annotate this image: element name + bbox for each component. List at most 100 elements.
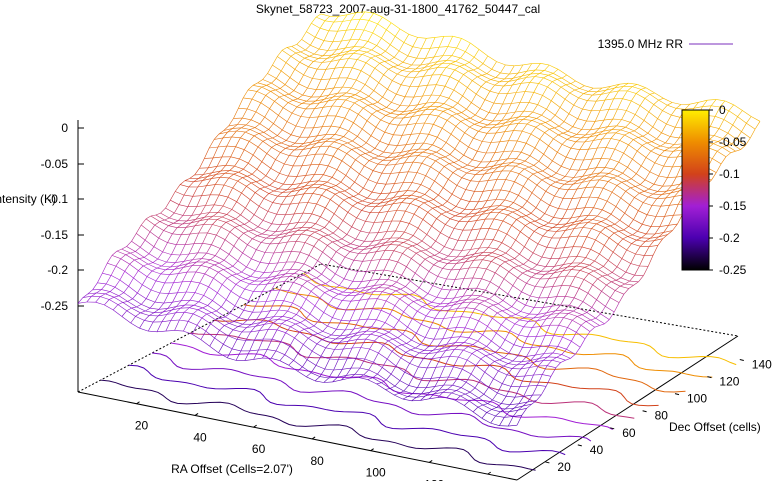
surface-mesh-line	[228, 245, 235, 255]
surface-mesh-line	[578, 93, 584, 99]
surface-mesh-line	[459, 140, 469, 148]
surface-mesh-line	[447, 327, 457, 329]
surface-mesh-line	[509, 65, 515, 75]
surface-mesh-line	[481, 278, 491, 283]
surface-mesh-line	[297, 94, 303, 100]
surface-mesh-line	[382, 367, 392, 375]
surface-mesh-line	[353, 53, 363, 55]
surface-mesh-line	[334, 127, 341, 135]
surface-mesh-line	[160, 207, 166, 214]
surface-mesh-line	[393, 250, 403, 254]
surface-mesh-line	[588, 87, 594, 92]
surface-mesh-line	[354, 373, 364, 376]
surface-mesh-line	[240, 137, 250, 142]
surface-mesh-line	[451, 336, 461, 338]
surface-mesh-line	[438, 328, 448, 330]
surface-mesh-line	[336, 247, 342, 252]
surface-mesh-line	[273, 309, 280, 317]
surface-mesh-line	[398, 320, 408, 328]
surface-mesh-line	[597, 275, 603, 280]
surface-mesh-line	[505, 247, 511, 254]
surface-mesh-line	[436, 348, 442, 353]
surface-mesh-line	[359, 298, 369, 301]
surface-mesh-line	[585, 180, 591, 188]
surface-mesh-line	[628, 144, 638, 152]
surface-mesh-line	[402, 396, 408, 400]
surface-mesh-line	[528, 317, 534, 322]
surface-mesh-line	[341, 295, 348, 301]
surface-mesh-line	[563, 313, 569, 318]
surface-mesh-line	[647, 132, 657, 140]
surface-mesh-line	[501, 396, 507, 404]
surface-mesh-line	[498, 365, 504, 372]
surface-mesh-line	[219, 177, 229, 179]
surface-mesh-line	[631, 173, 637, 180]
surface-mesh-line	[314, 305, 324, 313]
surface-mesh-line	[372, 373, 378, 378]
surface-mesh-line	[401, 144, 407, 153]
surface-mesh-line	[264, 252, 274, 254]
surface-mesh-line	[349, 108, 359, 115]
surface-mesh-line	[280, 223, 290, 225]
surface-mesh-line	[193, 178, 199, 182]
surface-mesh-line	[472, 277, 482, 279]
surface-mesh-line	[410, 71, 420, 73]
surface-mesh-line	[226, 209, 233, 215]
surface-mesh-line	[266, 85, 276, 91]
surface-mesh-line	[377, 16, 383, 25]
surface-mesh-line	[194, 224, 204, 227]
surface-mesh-line	[126, 246, 136, 252]
surface-mesh-line	[403, 390, 413, 394]
surface-mesh-line	[665, 142, 675, 145]
surface-mesh-line	[408, 152, 415, 157]
surface-mesh-line	[617, 243, 627, 251]
surface-mesh-line	[177, 223, 183, 228]
surface-mesh-line	[312, 260, 318, 269]
surface-mesh-line	[472, 344, 482, 350]
surface-mesh-line	[135, 247, 141, 252]
surface-mesh-line	[184, 180, 194, 182]
surface-mesh-line	[388, 327, 395, 333]
surface-mesh-line	[381, 165, 387, 174]
surface-mesh-line	[430, 46, 440, 49]
surface-mesh-line	[309, 235, 319, 240]
surface-mesh-line	[214, 330, 220, 339]
surface-mesh-line	[614, 148, 624, 154]
surface-mesh-line	[312, 334, 322, 340]
surface-mesh-line	[284, 93, 290, 96]
surface-mesh-line	[513, 265, 519, 268]
surface-mesh-line	[259, 188, 269, 194]
surface-mesh-line	[437, 128, 443, 138]
surface-mesh-line	[467, 80, 473, 88]
surface-mesh-line	[293, 90, 303, 96]
surface-mesh-line	[576, 332, 586, 340]
surface-mesh-line	[477, 404, 483, 408]
surface-mesh-line	[640, 89, 650, 95]
surface-mesh-line	[448, 308, 458, 311]
surface-mesh-line	[419, 67, 425, 72]
surface-mesh-line	[673, 149, 683, 152]
surface-mesh-line	[527, 111, 534, 117]
surface-mesh-line	[430, 37, 436, 49]
surface-mesh-line	[471, 220, 477, 231]
surface-mesh-line	[581, 178, 587, 183]
surface-mesh-line	[175, 261, 185, 263]
surface-mesh-line	[558, 198, 564, 209]
surface-mesh-line	[333, 297, 343, 301]
surface-mesh-line	[615, 206, 625, 214]
surface-mesh-line	[325, 125, 332, 135]
surface-mesh-line	[361, 330, 367, 335]
surface-mesh-line	[518, 326, 524, 336]
surface-mesh-line	[327, 177, 333, 183]
surface-mesh-line	[215, 255, 225, 261]
surface-mesh-line	[197, 243, 203, 253]
surface-mesh-line	[732, 124, 742, 132]
surface-mesh-line	[239, 288, 245, 298]
surface-mesh-line	[666, 189, 676, 192]
surface-mesh-line	[517, 408, 527, 411]
surface-mesh-line	[535, 353, 545, 356]
surface-mesh-line	[417, 378, 423, 388]
surface-mesh-line	[546, 100, 552, 110]
surface-mesh-line	[549, 64, 559, 70]
surface-mesh-line	[263, 263, 270, 273]
